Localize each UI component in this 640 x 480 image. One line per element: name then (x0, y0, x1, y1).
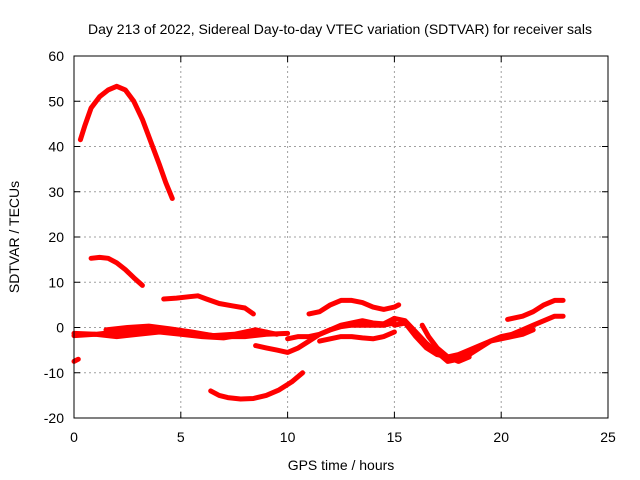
data-series (71, 83, 566, 402)
x-tick-label: 15 (387, 429, 403, 445)
y-tick-label: -10 (44, 365, 64, 381)
series-arc-5 (71, 356, 81, 364)
series-arc-12 (317, 329, 397, 344)
x-axis-label: GPS time / hours (288, 457, 395, 473)
y-tick-label: 30 (48, 184, 64, 200)
series-arc-2 (88, 254, 145, 288)
y-tick-label: 20 (48, 229, 64, 245)
x-tick-label: 5 (177, 429, 185, 445)
y-tick-label: 40 (48, 139, 64, 155)
y-axis-label: SDTVAR / TECUs (6, 181, 22, 293)
series-arc-11 (306, 297, 402, 317)
y-tick-label: 60 (48, 48, 64, 64)
series-arc-16 (505, 297, 566, 322)
x-tick-label: 20 (493, 429, 509, 445)
axis-ticks: 0 5 10 15 20 25 -20 -10 0 10 20 30 40 50 60 (44, 48, 616, 445)
series-arc-3 (161, 293, 256, 317)
y-tick-label: -20 (44, 410, 64, 426)
series-arc-4 (208, 370, 306, 402)
series-arc-15 (419, 322, 472, 364)
series-arc-1 (77, 83, 175, 201)
grid-lines (74, 56, 608, 418)
series-arc-10 (285, 315, 397, 342)
chart-title: Day 213 of 2022, Sidereal Day-to-day VTE… (88, 21, 592, 37)
y-tick-label: 10 (48, 274, 64, 290)
y-tick-label: 50 (48, 93, 64, 109)
series-arc-8 (103, 323, 280, 339)
x-tick-label: 0 (70, 429, 78, 445)
series-arc-14 (391, 320, 536, 360)
series-arc-13 (381, 313, 566, 364)
x-tick-label: 10 (280, 429, 296, 445)
y-tick-label: 0 (56, 320, 64, 336)
x-tick-label: 25 (600, 429, 616, 445)
